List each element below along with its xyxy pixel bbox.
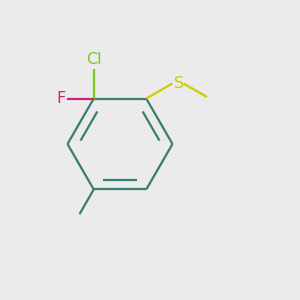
Text: Cl: Cl <box>86 52 102 67</box>
Text: F: F <box>56 91 65 106</box>
Text: S: S <box>174 76 184 91</box>
